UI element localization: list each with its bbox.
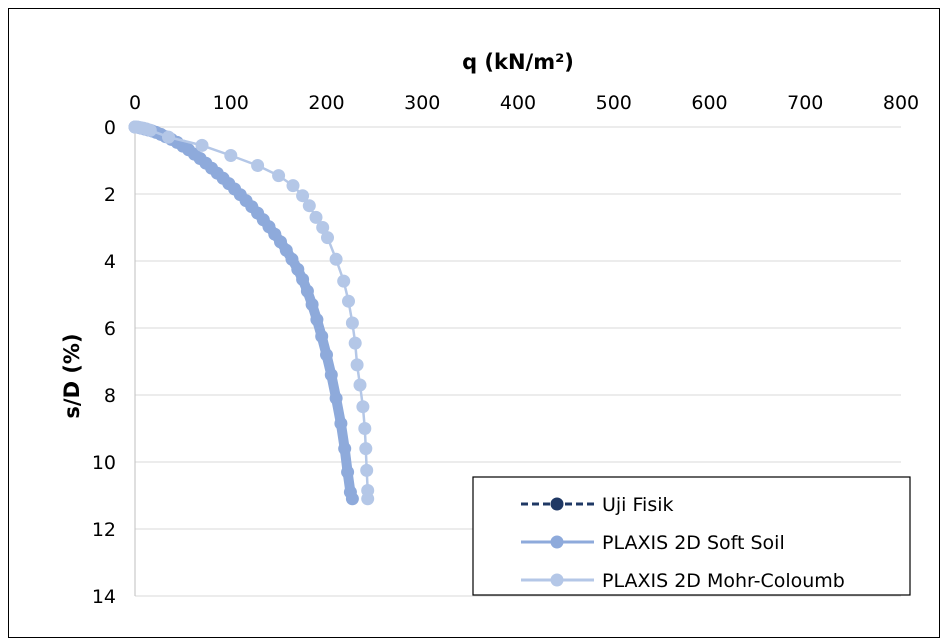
y-tick-label: 12 (92, 519, 116, 541)
legend: Uji Fisik PLAXIS 2D Soft Soil PLAXIS 2D Mo… (473, 477, 910, 595)
y-tick-label: 0 (104, 117, 116, 139)
data-point (354, 379, 367, 392)
legend-label: PLAXIS 2D Soft Soil (602, 532, 785, 554)
data-point (325, 368, 338, 381)
legend-label: Uji Fisik (602, 494, 674, 516)
x-tick-label: 100 (213, 92, 249, 114)
data-point (359, 442, 372, 455)
y-tick-label: 10 (92, 452, 116, 474)
series-line (135, 127, 368, 499)
data-point (306, 298, 319, 311)
data-point (360, 464, 373, 477)
x-tick-label: 500 (596, 92, 632, 114)
x-tick-label: 600 (691, 92, 727, 114)
y-tick-label: 14 (92, 586, 116, 608)
x-tick-label: 700 (787, 92, 823, 114)
y-tick-label: 8 (104, 385, 116, 407)
series-2 (129, 121, 375, 506)
series-line (135, 127, 352, 499)
x-tick-label: 200 (308, 92, 344, 114)
y-axis-title: s/D (%) (60, 333, 84, 418)
data-point (272, 169, 285, 182)
data-point (251, 159, 264, 172)
chart-frame: 0 2 4 6 8 10 12 14 0 100 200 300 400 500 600 700 800 q (… (8, 8, 940, 638)
legend-marker (551, 498, 564, 511)
data-point (351, 358, 364, 371)
data-point (224, 149, 237, 162)
data-point (342, 295, 355, 308)
x-tick-label: 400 (500, 92, 536, 114)
x-tick-label: 800 (883, 92, 919, 114)
data-point (303, 199, 316, 212)
data-point (196, 139, 209, 152)
data-point (315, 330, 328, 343)
data-point (334, 417, 347, 430)
x-tick-label: 0 (129, 92, 141, 114)
chart-plot: 0 2 4 6 8 10 12 14 0 100 200 300 400 500 600 700 800 q (… (9, 9, 941, 639)
y-tick-label: 2 (104, 184, 116, 206)
legend-label: PLAXIS 2D Mohr-Coloumb (602, 570, 845, 592)
data-point (320, 348, 333, 361)
data-point (330, 253, 343, 266)
legend-marker (551, 536, 564, 549)
data-point (346, 317, 359, 330)
data-point (349, 337, 362, 350)
data-point (330, 392, 343, 405)
data-point (287, 179, 300, 192)
data-point (144, 124, 157, 137)
data-point (296, 273, 309, 286)
x-tick-label: 300 (404, 92, 440, 114)
data-point (321, 231, 334, 244)
y-tick-label: 6 (104, 318, 116, 340)
data-point (338, 442, 351, 455)
series-1 (129, 121, 359, 506)
series-layer (129, 121, 375, 506)
data-point (361, 492, 374, 505)
data-point (341, 466, 354, 479)
y-tick-label: 4 (104, 251, 116, 273)
legend-marker (551, 574, 564, 587)
data-point (346, 492, 359, 505)
data-point (310, 313, 323, 326)
data-point (162, 131, 175, 144)
data-point (301, 285, 314, 298)
x-axis-title: q (kN/m²) (462, 50, 574, 74)
data-point (358, 422, 371, 435)
data-point (337, 275, 350, 288)
data-point (356, 400, 369, 413)
